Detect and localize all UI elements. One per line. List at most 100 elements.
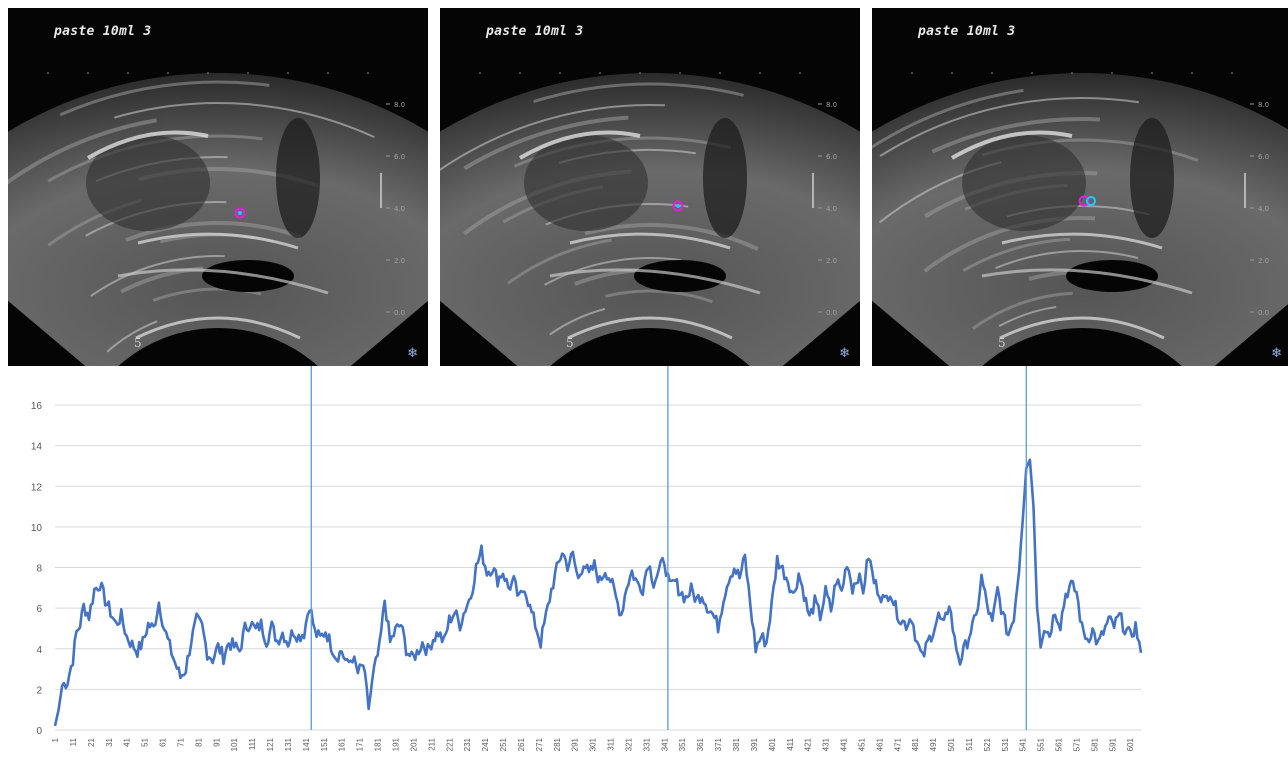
x-tick-label: 241: [481, 737, 490, 751]
x-tick-label: 581: [1090, 737, 1099, 751]
x-tick-label: 561: [1055, 737, 1064, 751]
y-tick-label: 2: [36, 685, 42, 696]
x-tick-label: 301: [589, 737, 598, 751]
snowflake-icon: ❄: [839, 345, 850, 360]
ultrasound-panel-1: 8.0 6.0 4.0 2.0 0.0 paste 10ml 3 5 ❄: [8, 8, 428, 366]
x-tick-label: 271: [535, 737, 544, 751]
depth-tick-label: 6.0: [394, 153, 405, 161]
x-tick-label: 541: [1019, 737, 1028, 751]
x-tick-label: 41: [123, 737, 132, 746]
depth-tick-label: 4.0: [826, 205, 837, 213]
x-tick-label: 551: [1037, 737, 1046, 751]
x-tick-label: 121: [266, 737, 275, 751]
depth-tick-label: 8.0: [826, 101, 837, 109]
ultrasound-image: 8.0 6.0 4.0 2.0 0.0: [8, 72, 428, 366]
y-tick-label: 0: [36, 726, 42, 737]
tracking-point-marker: [1086, 196, 1096, 206]
x-tick-label: 111: [248, 737, 257, 750]
x-tick-label: 211: [427, 737, 436, 750]
series-line: [53, 458, 1143, 727]
x-tick-label: 461: [875, 737, 884, 751]
depth-tick-label: 4.0: [394, 205, 405, 213]
x-tick-label: 131: [284, 737, 293, 751]
probe-marker-label: 5: [566, 336, 574, 350]
x-tick-label: 501: [947, 737, 956, 751]
x-tick-label: 341: [660, 737, 669, 751]
x-tick-label: 1: [51, 737, 60, 742]
depth-tick-label: 0.0: [826, 309, 837, 317]
depth-tick-label: 8.0: [1258, 101, 1269, 109]
x-tick-label: 371: [714, 737, 723, 751]
tracking-point-center: [676, 204, 680, 208]
depth-tick-label: 0.0: [1258, 309, 1269, 317]
y-tick-label: 4: [36, 645, 42, 656]
x-tick-label: 31: [105, 737, 114, 746]
depth-tick-label: 2.0: [1258, 257, 1269, 265]
x-tick-label: 21: [87, 737, 96, 746]
x-tick-label: 101: [230, 737, 239, 751]
depth-tick-label: 2.0: [826, 257, 837, 265]
x-tick-label: 441: [840, 737, 849, 751]
x-tick-label: 491: [929, 737, 938, 751]
ultrasound-panel-2: 8.0 6.0 4.0 2.0 0.0 paste 10ml 3 5 ❄: [440, 8, 860, 366]
x-tick-label: 181: [374, 737, 383, 751]
x-tick-label: 331: [642, 737, 651, 751]
snowflake-icon: ❄: [407, 345, 418, 360]
depth-tick-label: 4.0: [1258, 205, 1269, 213]
x-tick-label: 81: [194, 737, 203, 746]
tracking-point-marker: [234, 207, 246, 219]
x-tick-label: 351: [678, 737, 687, 751]
tracking-point-marker: [672, 200, 684, 212]
snowflake-icon: ❄: [1271, 345, 1282, 360]
panel-title: paste 10ml 3: [54, 24, 152, 39]
x-tick-label: 61: [159, 737, 168, 746]
depth-tick-label: 0.0: [394, 309, 405, 317]
x-tick-label: 51: [141, 737, 150, 746]
tracking-point-marker: [1078, 195, 1090, 207]
panel-title: paste 10ml 3: [918, 24, 1016, 39]
x-tick-label: 531: [1001, 737, 1010, 751]
x-tick-label: 451: [857, 737, 866, 751]
x-tick-label: 401: [768, 737, 777, 751]
y-tick-label: 14: [31, 442, 43, 453]
y-tick-label: 6: [36, 604, 42, 615]
ultrasound-image: 8.0 6.0 4.0 2.0 0.0: [440, 72, 860, 366]
y-tick-label: 10: [31, 523, 43, 534]
x-tick-label: 201: [409, 737, 418, 751]
x-tick-label: 261: [517, 737, 526, 751]
ultrasound-panel-3: 8.0 6.0 4.0 2.0 0.0 paste 10ml 3 5 ❄: [872, 8, 1288, 366]
y-tick-label: 16: [31, 401, 43, 412]
panel-title: paste 10ml 3: [486, 24, 584, 39]
x-tick-label: 281: [553, 737, 562, 751]
depth-tick-label: 6.0: [1258, 153, 1269, 161]
x-tick-label: 141: [302, 737, 311, 751]
x-tick-label: 571: [1072, 737, 1081, 751]
x-tick-label: 161: [338, 737, 347, 751]
x-tick-label: 151: [320, 737, 329, 751]
probe-marker-label: 5: [134, 336, 142, 350]
x-tick-label: 291: [571, 737, 580, 751]
x-tick-label: 71: [176, 737, 185, 746]
x-tick-label: 321: [624, 737, 633, 751]
x-tick-label: 391: [750, 737, 759, 751]
x-tick-label: 91: [212, 737, 221, 746]
x-tick-label: 171: [356, 737, 365, 751]
y-tick-label: 12: [31, 482, 43, 493]
x-tick-label: 481: [911, 737, 920, 751]
x-tick-label: 361: [696, 737, 705, 751]
x-tick-label: 421: [804, 737, 813, 751]
depth-tick-label: 6.0: [826, 153, 837, 161]
x-tick-label: 221: [445, 737, 454, 751]
x-tick-label: 431: [822, 737, 831, 751]
ultrasound-image: 8.0 6.0 4.0 2.0 0.0: [872, 72, 1288, 366]
x-tick-label: 521: [983, 737, 992, 751]
x-tick-label: 191: [391, 737, 400, 751]
depth-tick-label: 2.0: [394, 257, 405, 265]
y-tick-label: 8: [36, 564, 42, 575]
tracking-point-center: [238, 211, 242, 215]
x-tick-label: 601: [1126, 737, 1135, 751]
x-tick-label: 471: [893, 737, 902, 751]
x-tick-label: 411: [786, 737, 795, 750]
x-tick-label: 591: [1108, 737, 1117, 751]
